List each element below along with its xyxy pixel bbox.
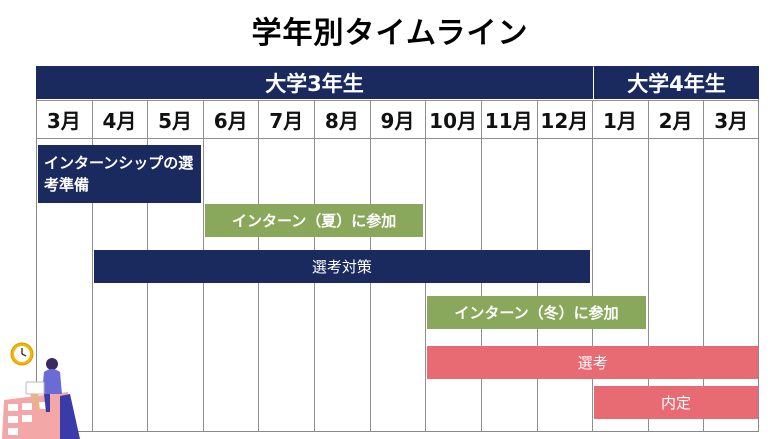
header-divider bbox=[36, 100, 759, 101]
month-label: 12月 bbox=[540, 108, 589, 133]
month-divider bbox=[703, 100, 705, 432]
calendar-icon bbox=[2, 392, 80, 439]
month-label: 10月 bbox=[429, 108, 478, 133]
timeline-bar: 選考対策 bbox=[93, 250, 591, 283]
month-divider bbox=[592, 100, 594, 432]
month-label: 5月 bbox=[158, 108, 192, 133]
month-label: 3月 bbox=[714, 108, 749, 133]
month-divider bbox=[647, 100, 649, 432]
person-with-laptop-icon bbox=[25, 358, 62, 412]
month-label: 4月 bbox=[102, 108, 137, 133]
month-label: 2月 bbox=[658, 108, 693, 133]
month-label: 11月 bbox=[484, 108, 533, 133]
month-label: 8月 bbox=[324, 108, 359, 133]
timeline-bar: 内定 bbox=[594, 386, 758, 419]
timeline-bar: 選考 bbox=[427, 346, 758, 379]
month-label: 1月 bbox=[602, 108, 637, 133]
student-calendar-illustration bbox=[2, 342, 80, 439]
month-label: 9月 bbox=[380, 108, 415, 133]
timeline-bar: インターンシップの選考準備 bbox=[38, 145, 201, 203]
header-divider bbox=[36, 138, 759, 139]
timeline-bar: インターン（夏）に参加 bbox=[204, 204, 424, 237]
page-title: 学年別タイムライン bbox=[251, 16, 529, 51]
year-header-4th: 大学4年生 bbox=[594, 66, 759, 99]
clock-icon bbox=[10, 342, 34, 366]
timeline-bar: インターン（冬）に参加 bbox=[427, 296, 646, 329]
month-label: 3月 bbox=[46, 108, 81, 133]
month-label: 6月 bbox=[213, 108, 248, 133]
year-header-3rd: 大学3年生 bbox=[36, 66, 593, 99]
month-label: 7月 bbox=[269, 108, 304, 133]
month-divider bbox=[91, 100, 93, 432]
